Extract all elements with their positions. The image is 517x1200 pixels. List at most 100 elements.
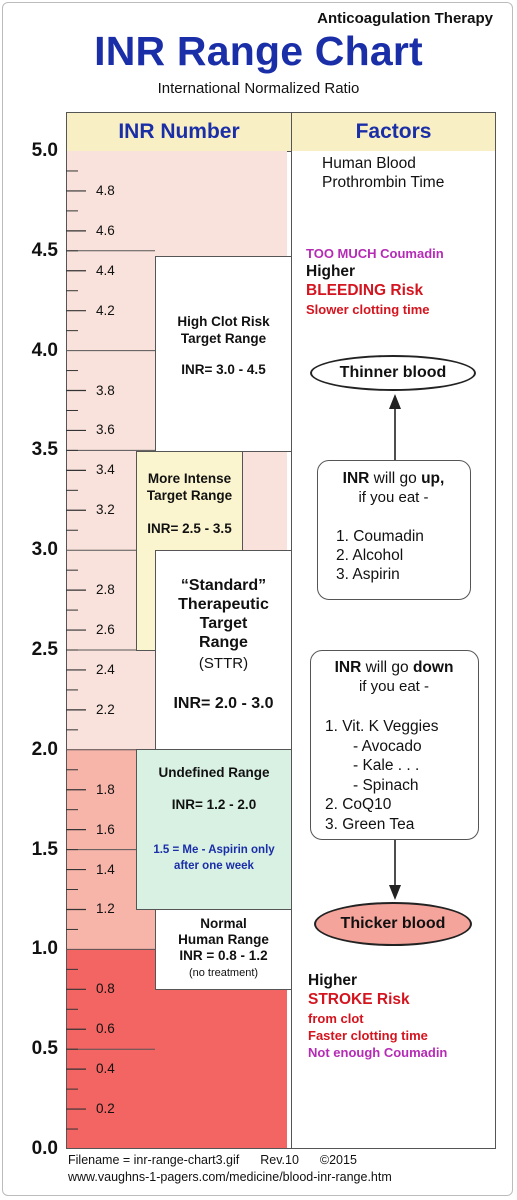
major-tick-label: 5.0 [31,140,58,161]
inr-down-subheading: if you eat - [358,678,430,695]
arrow-down [389,836,401,900]
minor-tick-label: 2.2 [96,701,115,717]
arrows [389,394,401,900]
list-item: - Kale . . . [353,757,420,774]
standard-range-abbr: (STTR) [198,655,249,672]
standard-range-line3: Target [199,615,248,632]
list-item: 2. Alcohol [336,547,404,564]
chart-subtitle: Anticoagulation Therapy [317,10,493,27]
minor-tick-label: 1.6 [96,821,115,837]
list-item: 1. Vit. K Veggies [325,718,439,735]
major-tick-label: 3.5 [31,439,58,461]
normal-range-inr: INR = 0.8 - 1.2 [179,948,268,963]
minor-tick-label: 0.4 [96,1061,115,1077]
higher-top-label: Higher [306,263,356,280]
undefined-range: Undefined Range INR= 1.2 - 2.0 1.5 = Me … [136,749,292,910]
minor-tick-label: 2.8 [96,582,115,598]
minor-tick-label: 0.6 [96,1021,115,1037]
minor-tick-label: 3.2 [96,502,115,518]
minor-tick-label: 1.4 [96,861,115,877]
minor-tick-label: 4.4 [96,262,115,278]
footer-copyright: ©2015 [319,1153,357,1167]
standard-range-inr: INR= 2.0 - 3.0 [173,695,274,712]
intense-range-line2: Target Range [146,488,233,503]
footer-url[interactable]: www.vaughns-1-pagers.com/medicine/blood-… [68,1170,392,1184]
intense-range-line1: More Intense [147,471,232,486]
inr-up-list: 1. Coumadin 2. Alcohol 3. Aspirin [336,527,424,584]
chart-tagline: International Normalized Ratio [157,80,360,97]
standard-range-line2: Therapeutic [178,596,269,613]
arrow-up [389,394,401,460]
major-tick-label: 2.5 [31,639,58,660]
minor-tick-label: 1.2 [96,901,115,917]
blood-line1: Human Blood [322,155,416,172]
from-clot: from clot [308,1011,364,1026]
minor-tick-label: 3.8 [96,382,115,398]
normal-range-line1: Normal [200,916,247,931]
higher-bottom-label: Higher [308,972,358,989]
normal-human-range: Normal Human Range INR = 0.8 - 1.2 (no t… [155,909,292,990]
minor-tick-label: 4.6 [96,222,115,238]
major-tick-label: 1.5 [31,838,58,860]
minor-tick-label: 2.4 [96,661,115,677]
blood-prothrombin-label: Human Blood Prothrombin Time [322,154,444,192]
high-range-line1: High Clot Risk [177,314,270,329]
minor-tick-label: 4.8 [96,182,115,198]
list-item: 3. Aspirin [336,566,400,583]
list-item: 3. Green Tea [325,815,415,833]
standard-therapeutic-range: “Standard” Therapeutic Target Range (STT… [155,550,292,750]
list-item: - Avocado [353,737,422,755]
footer-filename: Filename = inr-range-chart3.gif [68,1153,240,1167]
list-item: 1. Coumadin [336,528,424,545]
minor-tick-label: 0.2 [96,1101,115,1117]
major-tick-label: 3.0 [31,539,58,561]
major-tick-label: 0.5 [31,1038,58,1060]
major-tick-label: 0.0 [31,1138,58,1159]
inr-up-subheading: if you eat - [358,489,429,506]
minor-tick-label: 3.6 [96,422,115,438]
high-range-line2: Target Range [180,331,267,346]
minor-tick-labels: 4.8 4.6 4.4 4.2 3.8 3.6 3.4 3.2 2.8 2.6 2.4 2.2 1.8 1… [0,0,150,1200]
faster-clotting: Faster clotting time [308,1028,428,1043]
major-tick-label: 4.5 [31,239,58,261]
normal-range-note: (no treatment) [188,967,259,979]
high-range-inr: INR= 3.0 - 4.5 [181,362,266,377]
not-enough-coumadin: Not enough Coumadin [308,1045,448,1060]
intense-range-inr: INR= 2.5 - 3.5 [147,521,232,536]
undefined-range-line1: Undefined Range [158,765,270,780]
inr-down-factors-box: INR will go down if you eat - 1. Vit. K … [310,650,479,840]
major-tick-label: 1.0 [31,938,58,960]
footer-line1: Filename = inr-range-chart3.gif Rev.10 ©… [68,1153,357,1167]
minor-tick-label: 0.8 [96,981,115,997]
list-item: 2. CoQ10 [325,796,392,813]
standard-range-line4: Range [199,634,248,651]
inr-up-heading: INR will go up, [342,470,445,487]
list-item: - Spinach [353,776,419,794]
minor-tick-label: 1.8 [96,781,115,797]
footer-rev: Rev.10 [260,1153,299,1167]
high-clot-risk-range: High Clot Risk Target Range INR= 3.0 - 4… [155,256,292,452]
major-tick-labels: 5.0 4.5 4.0 3.5 3.0 2.5 2.0 1.5 1.0 0.5 0.0 [0,0,62,1200]
minor-tick-label: 3.4 [96,462,115,478]
inr-up-factors-box: INR will go up, if you eat - 1. Coumadin… [317,460,471,600]
undefined-range-note1: 1.5 = Me - Aspirin only [153,844,275,856]
major-tick-label: 2.0 [31,738,58,760]
normal-range-line2: Human Range [178,932,269,947]
too-much-coumadin: TOO MUCH Coumadin [306,246,444,261]
slower-clotting: Slower clotting time [306,302,430,317]
blood-line2: Prothrombin Time [322,174,445,191]
inr-down-list: 1. Vit. K Veggies - Avocado - Kale . . .… [325,717,438,834]
undefined-range-inr: INR= 1.2 - 2.0 [171,797,257,812]
thicker-blood-oval: Thicker blood [314,902,472,946]
standard-range-line1: “Standard” [180,577,267,594]
chart-title: INR Range Chart [94,28,423,74]
minor-tick-label: 4.2 [96,302,115,318]
inr-down-heading: INR will go down [334,659,454,676]
thinner-blood-oval: Thinner blood [310,355,476,391]
bleeding-risk: BLEEDING Risk [306,282,424,299]
major-tick-label: 4.0 [31,339,58,361]
minor-tick-label: 2.6 [96,622,115,638]
stroke-risk: STROKE Risk [308,991,410,1008]
